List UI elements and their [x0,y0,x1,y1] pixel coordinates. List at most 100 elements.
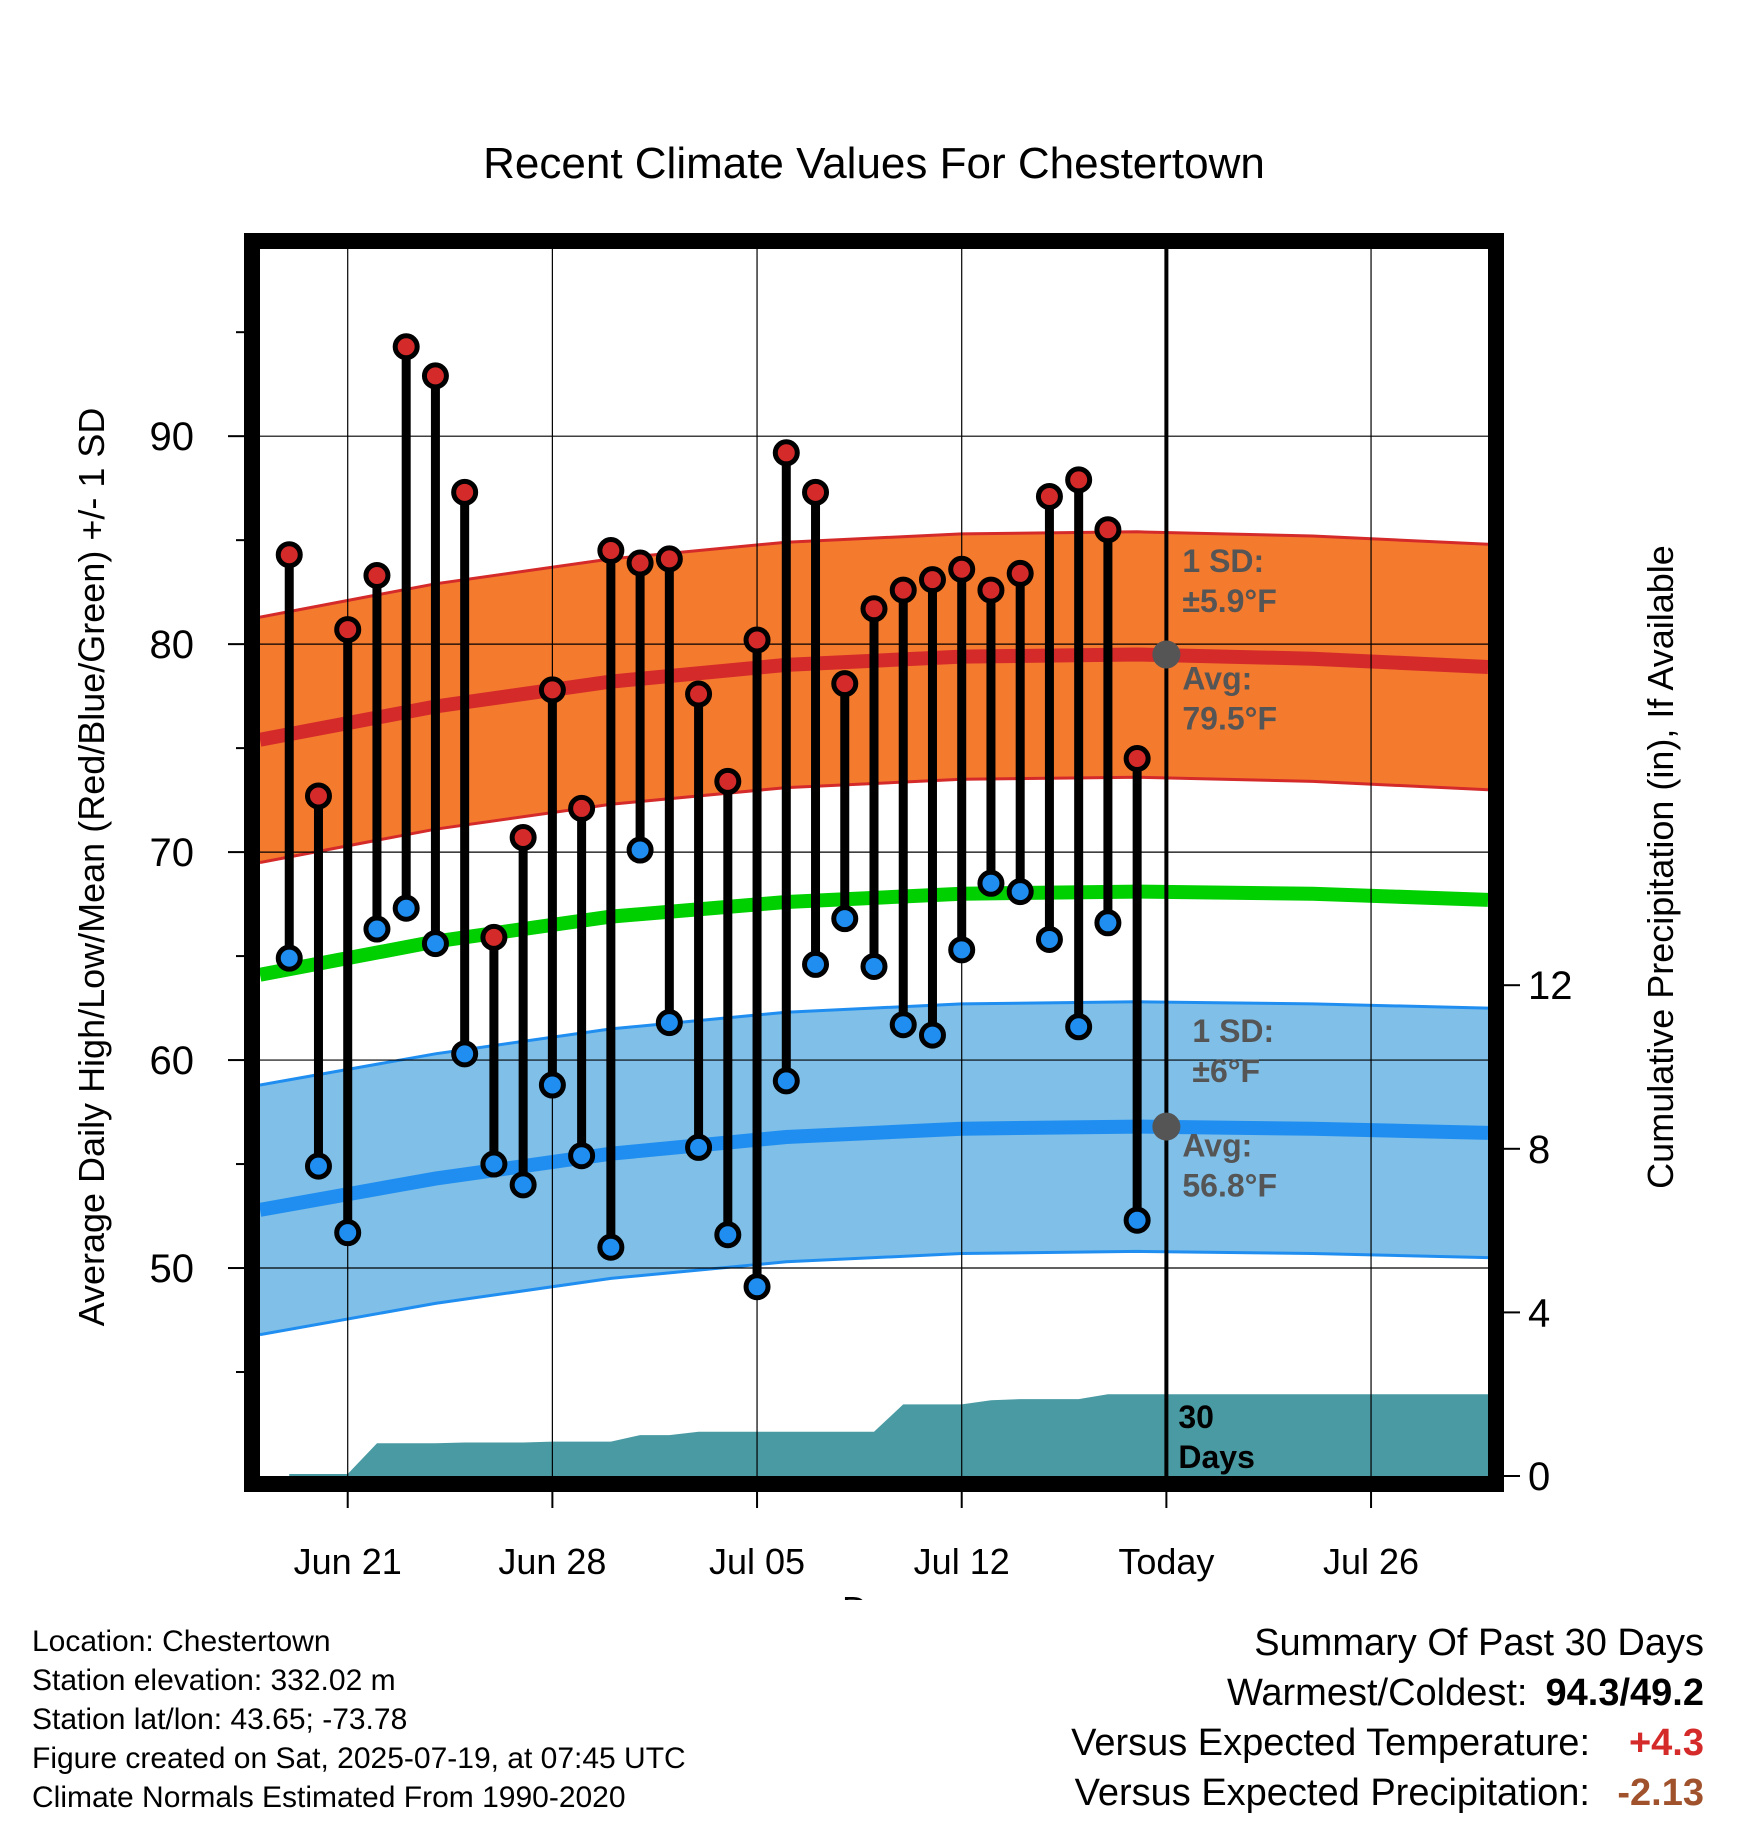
y-axis-left-label: Average Daily High/Low/Mean (Red/Blue/Gr… [71,408,112,1327]
daily-high-point [889,576,917,604]
daily-low-point [1006,878,1034,906]
daily-high-point [509,824,537,852]
daily-high-point [334,616,362,644]
precip-anomaly-value: -2.13 [1617,1772,1704,1814]
high-avg-annotation: 79.5°F [1182,701,1277,737]
x-tick-label: Jun 28 [498,1541,606,1582]
low-mean-line [260,1119,1488,1217]
daily-low-point [655,1009,683,1037]
y-axis-right-label: Cumulative Precipitation (in), If Availa… [1640,545,1681,1189]
y-left-tick-label: 80 [150,623,195,667]
x-tick-label: Today [1118,1541,1214,1582]
daily-high-point [977,576,1005,604]
daily-high-point [685,680,713,708]
daily-high-point [597,537,625,565]
daily-low-point [889,1011,917,1039]
precip-annotation: Days [1178,1439,1255,1475]
daily-low-point [802,950,830,978]
daily-low-point [918,1021,946,1049]
precip-area [289,1394,1488,1476]
daily-low-point [509,1171,537,1199]
daily-low-point [304,1152,332,1180]
low-avg-annotation: 56.8°F [1182,1168,1277,1204]
daily-high-point [538,676,566,704]
today-high-normal-marker [1152,640,1181,669]
daily-low-point [421,930,449,958]
temp-anomaly-label: Versus Expected Temperature: [1071,1722,1590,1764]
daily-low-point [626,836,654,864]
warm-cold-value: 94.3/49.2 [1546,1668,1705,1718]
normals-text: Climate Normals Estimated From 1990-2020 [32,1781,626,1814]
low-sd-annotation: 1 SD: [1192,1013,1274,1049]
y-right-tick-label: 4 [1528,1291,1550,1335]
x-tick-label: Jul 26 [1323,1541,1419,1582]
daily-high-point [772,439,800,467]
daily-high-point [655,545,683,573]
plot-area: 1 SD: ±5.9°F Avg: 79.5°F 1 SD: ±6°F Avg: 56.8°F… [150,233,1573,1582]
latlon-text: Station lat/lon: 43.65; -73.78 [32,1703,408,1736]
daily-high-point [626,549,654,577]
y-right-tick-label: 0 [1528,1455,1550,1499]
daily-low-point [363,915,391,943]
chart-title: Recent Climate Values For Chestertown [483,139,1265,188]
daily-high-point [1065,466,1093,494]
daily-high-point [1035,482,1063,510]
daily-low-point [1065,1013,1093,1041]
daily-high-point [568,794,596,822]
daily-high-point [948,555,976,583]
y-left-tick-label: 60 [150,1039,195,1083]
x-tick-label: Jun 21 [294,1541,402,1582]
climate-chart: Recent Climate Values For Chestertown 1 … [71,139,1681,1600]
x-axis-label: Day [842,1589,906,1600]
daily-high-point [421,362,449,390]
low-avg-annotation: Avg: [1182,1128,1252,1164]
daily-high-point [1094,516,1122,544]
y-left-tick-label: 90 [150,415,195,459]
coldest-value: 49.2 [1630,1672,1704,1714]
station-info: Location: Chestertown Station elevation:… [32,1622,686,1817]
x-tick-label: Jul 05 [709,1541,805,1582]
daily-low-point [334,1219,362,1247]
daily-low-point [831,905,859,933]
precip-annotation: 30 [1178,1399,1214,1435]
high-avg-annotation: Avg: [1182,661,1252,697]
daily-low-point [275,944,303,972]
temp-anomaly-value: +4.3 [1628,1722,1704,1764]
y-right-tick-label: 8 [1528,1128,1550,1172]
y-right-tick-label: 12 [1528,964,1573,1008]
daily-high-point [860,595,888,623]
daily-low-point [480,1150,508,1178]
created-text: Figure created on Sat, 2025-07-19, at 07… [32,1742,686,1775]
daily-low-point [392,894,420,922]
warmest-value: 94.3 [1545,1672,1620,1714]
daily-high-point [1123,745,1151,773]
plot-frame [244,233,1504,1492]
daily-low-point [685,1133,713,1161]
daily-high-point [451,478,479,506]
y-left-tick-label: 50 [150,1247,195,1291]
daily-low-point [597,1233,625,1261]
summary-title: Summary Of Past 30 Days [1254,1622,1704,1664]
daily-high-point [363,562,391,590]
precip-anomaly-label: Versus Expected Precipitation: [1074,1772,1590,1814]
daily-low-point [1094,909,1122,937]
daily-low-point [977,869,1005,897]
daily-high-point [304,782,332,810]
x-tick-label: Jul 12 [914,1541,1010,1582]
daily-high-point [743,626,771,654]
daily-low-point [451,1040,479,1068]
daily-low-point [772,1067,800,1095]
warm-cold-row: Warmest/Coldest: 94.3/49.2 [1071,1668,1704,1718]
low-sd-annotation: ±6°F [1192,1053,1260,1089]
high-sd-annotation: ±5.9°F [1182,583,1276,619]
daily-high-point [831,670,859,698]
daily-low-point [860,952,888,980]
daily-low-point [568,1142,596,1170]
precip-anomaly-row: Versus Expected Precipitation: -2.13 [1071,1768,1704,1818]
summary-panel: Summary Of Past 30 Days Warmest/Coldest:… [1071,1618,1704,1818]
warm-cold-separator: / [1619,1672,1631,1714]
warm-cold-label: Warmest/Coldest: [1226,1672,1528,1714]
daily-low-point [948,936,976,964]
location-text: Location: Chestertown [32,1625,331,1658]
y-left-tick-label: 70 [150,831,195,875]
